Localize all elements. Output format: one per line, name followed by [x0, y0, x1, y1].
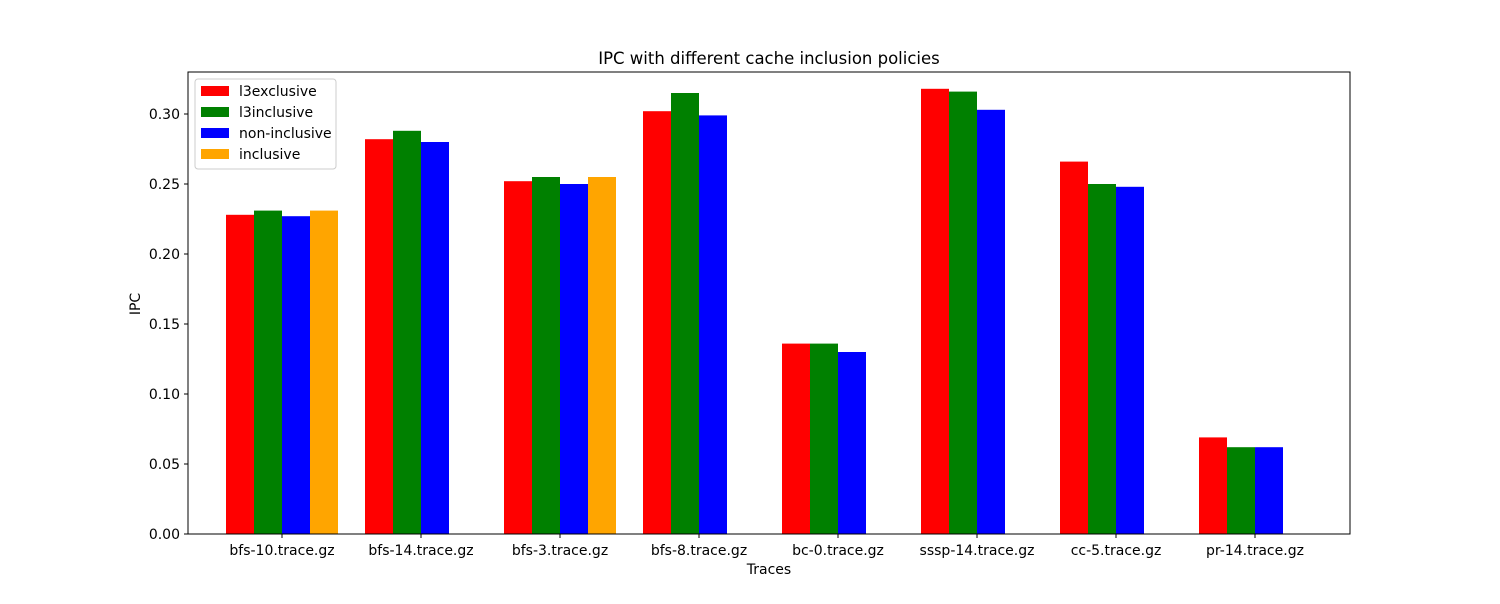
legend-swatch-non-inclusive — [201, 128, 229, 138]
bar-l3exclusive-bc-0-trace-gz — [782, 343, 810, 534]
bar-non-inclusive-bfs-3-trace-gz — [560, 184, 588, 534]
bar-l3inclusive-bfs-14-trace-gz — [393, 130, 421, 535]
bar-l3inclusive-bfs-8-trace-gz — [671, 93, 699, 534]
legend-label-l3exclusive: l3exclusive — [239, 84, 317, 100]
bar-l3inclusive-bc-0-trace-gz — [810, 343, 838, 534]
legend-label-inclusive: inclusive — [239, 147, 300, 163]
bar-l3exclusive-pr-14-trace-gz — [1199, 437, 1227, 534]
bar-non-inclusive-bfs-8-trace-gz — [699, 115, 727, 535]
bar-l3inclusive-pr-14-trace-gz — [1227, 447, 1255, 534]
x-tick-label: cc-5.trace.gz — [1071, 543, 1162, 559]
legend-swatch-inclusive — [201, 149, 229, 159]
legend-swatch-l3exclusive — [201, 86, 229, 96]
bar-l3exclusive-bfs-10-trace-gz — [226, 214, 254, 535]
bar-l3exclusive-cc-5-trace-gz — [1060, 161, 1088, 534]
legend-label-non-inclusive: non-inclusive — [239, 126, 332, 142]
legend: l3exclusive l3inclusive non-inclusive inclu… — [194, 78, 337, 170]
y-axis-label: IPC — [128, 293, 144, 316]
y-tick-label: 0.25 — [149, 177, 180, 193]
x-tick-label: bfs-3.trace.gz — [512, 543, 608, 559]
bar-non-inclusive-bfs-10-trace-gz — [282, 216, 310, 534]
bar-non-inclusive-bfs-14-trace-gz — [421, 142, 449, 534]
bar-l3inclusive-sssp-14-trace-gz — [949, 91, 977, 534]
x-axis-label: Traces — [746, 562, 791, 578]
y-tick-label: 0.30 — [149, 107, 180, 123]
bar-l3exclusive-bfs-3-trace-gz — [504, 181, 532, 534]
bar-l3exclusive-bfs-14-trace-gz — [365, 139, 393, 534]
x-tick-label: pr-14.trace.gz — [1206, 543, 1304, 559]
legend-label-l3inclusive: l3inclusive — [239, 105, 313, 121]
x-tick-label: bfs-10.trace.gz — [229, 543, 334, 559]
x-tick-label: bfs-14.trace.gz — [368, 543, 473, 559]
axes-layer: bfs-10.trace.gz bfs-14.trace.gz bfs-3.trac… — [149, 71, 1351, 559]
bar-inclusive-bfs-3-trace-gz — [588, 177, 616, 534]
x-tick-label: bc-0.trace.gz — [792, 543, 884, 559]
y-tick-label: 0.20 — [149, 247, 180, 263]
bar-non-inclusive-sssp-14-trace-gz — [977, 109, 1005, 535]
bar-l3exclusive-sssp-14-trace-gz — [921, 88, 949, 535]
bar-l3inclusive-bfs-10-trace-gz — [254, 210, 282, 534]
y-tick-label: 0.05 — [149, 457, 180, 473]
y-tick-label: 0.15 — [149, 317, 180, 333]
bars-layer — [226, 88, 1283, 535]
y-tick-label: 0.10 — [149, 387, 180, 403]
bar-l3inclusive-bfs-3-trace-gz — [532, 177, 560, 534]
bar-non-inclusive-bc-0-trace-gz — [838, 352, 866, 534]
legend-swatch-l3inclusive — [201, 107, 229, 117]
bar-l3inclusive-cc-5-trace-gz — [1088, 184, 1116, 534]
y-tick-label: 0.00 — [149, 527, 180, 543]
x-tick-label: bfs-8.trace.gz — [651, 543, 747, 559]
bar-non-inclusive-pr-14-trace-gz — [1255, 447, 1283, 534]
legend-box — [194, 78, 337, 170]
bar-non-inclusive-cc-5-trace-gz — [1116, 186, 1144, 535]
plot-frame — [187, 71, 1351, 535]
x-tick-label: sssp-14.trace.gz — [920, 543, 1035, 559]
bar-inclusive-bfs-10-trace-gz — [310, 210, 338, 534]
chart-title: IPC with different cache inclusion polic… — [598, 49, 940, 68]
bar-l3exclusive-bfs-8-trace-gz — [643, 111, 671, 534]
